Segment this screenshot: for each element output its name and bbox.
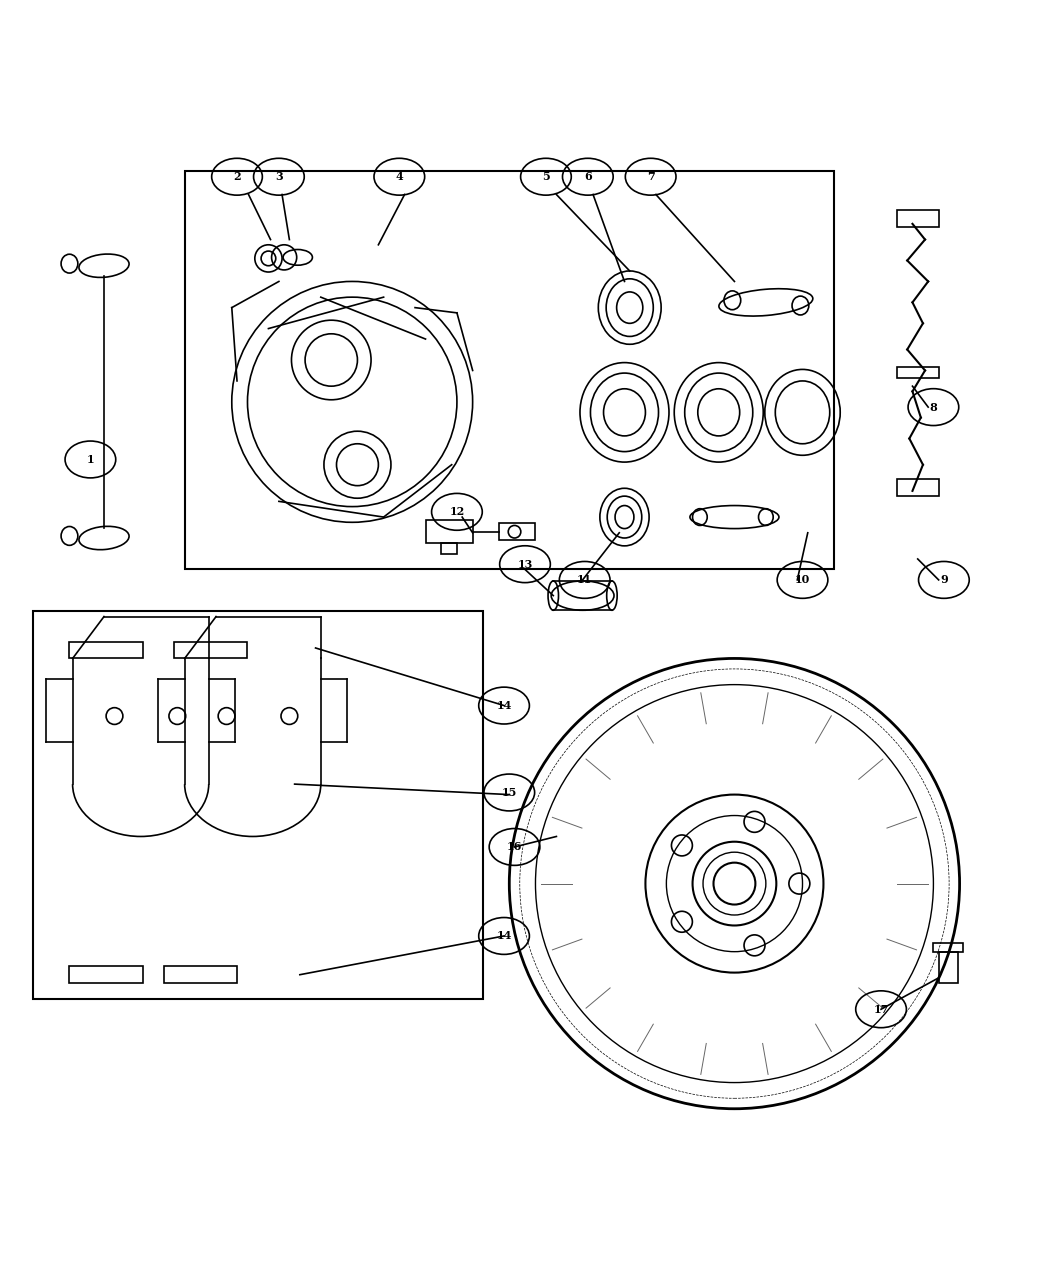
Text: 3: 3 [275,171,282,182]
Bar [185,171,834,570]
Bar [897,479,939,496]
Text: 13: 13 [518,558,532,570]
Text: 14: 14 [497,700,511,711]
Text: 6: 6 [584,171,592,182]
Bar [164,966,237,983]
Text: 15: 15 [502,787,517,798]
Text: 5: 5 [542,171,550,182]
Bar [933,944,963,951]
Text: 9: 9 [940,575,948,585]
Text: 12: 12 [449,506,464,518]
Bar [441,543,457,553]
Text: 14: 14 [497,931,511,941]
Text: 1: 1 [86,454,94,465]
Bar [174,641,248,658]
Text: 16: 16 [507,842,522,853]
Text: 7: 7 [647,171,654,182]
Bar [69,966,143,983]
Text: 8: 8 [929,402,938,413]
Bar [939,951,958,983]
Text: 10: 10 [795,575,811,585]
Bar [425,520,472,543]
Bar [499,523,536,541]
Bar [897,210,939,227]
Bar [33,611,483,998]
Bar [897,367,939,377]
Text: 4: 4 [396,171,403,182]
Text: 11: 11 [578,575,592,585]
Text: 2: 2 [233,171,240,182]
Text: 17: 17 [874,1003,888,1015]
Bar [69,641,143,658]
